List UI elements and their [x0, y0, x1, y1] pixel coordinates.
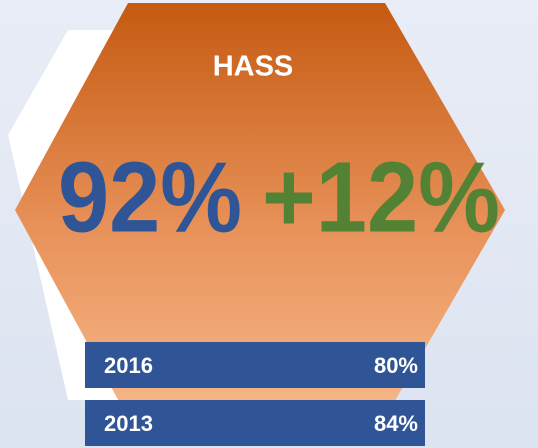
hexagon	[15, 3, 505, 418]
row-value: 84%	[374, 411, 418, 436]
row-bar	[85, 342, 425, 388]
row-year: 2016	[104, 353, 153, 378]
row-year: 2013	[104, 411, 153, 436]
title: HASS	[213, 51, 294, 83]
row-bar	[85, 400, 425, 446]
row-value: 80%	[374, 353, 418, 378]
change-value: +12%	[262, 141, 500, 253]
rows: 2016 80% 2013 84%	[85, 342, 425, 446]
main-value: 92%	[58, 141, 242, 253]
